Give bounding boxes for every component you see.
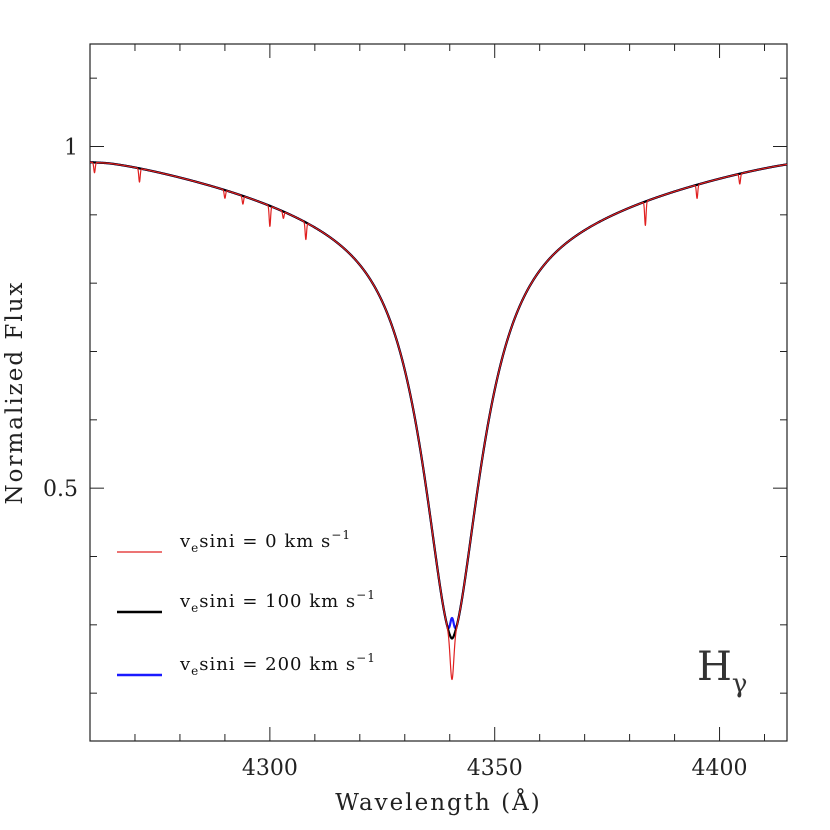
series-line [89, 161, 788, 640]
series-line [89, 161, 788, 681]
y-axis-title: Normalized Flux [2, 280, 28, 504]
legend-label: vesini = 200 km s−1 [179, 651, 376, 678]
annotation-main: H [697, 644, 732, 690]
annotation-sub: γ [732, 669, 748, 699]
legend: vesini = 0 km s−1 vesini = 100 km s−1 vesi… [117, 528, 376, 678]
plot-frame [89, 43, 788, 742]
x-axis-title: Wavelength (Å) [335, 788, 541, 816]
series-lines [89, 161, 788, 681]
legend-label: vesini = 100 km s−1 [179, 588, 376, 615]
line-annotation: Hγ [697, 644, 747, 699]
axis-tick-labels: 4300 4350 4400 0.5 1 [43, 136, 748, 782]
x-tick-label: 4300 [242, 756, 298, 781]
series-line [89, 161, 788, 630]
y-tick-label: 1 [64, 136, 78, 161]
y-tick-label: 0.5 [43, 477, 78, 502]
axis-ticks [90, 44, 787, 741]
legend-label: vesini = 0 km s−1 [179, 528, 351, 555]
x-tick-label: 4350 [467, 756, 523, 781]
x-tick-label: 4400 [692, 756, 748, 781]
